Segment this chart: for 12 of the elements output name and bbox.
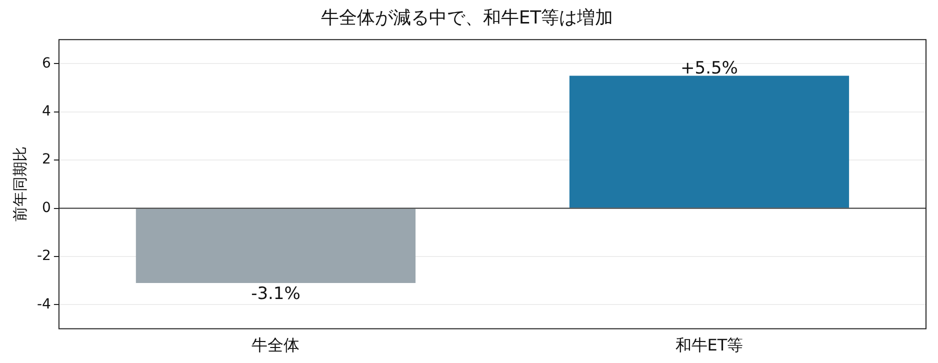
y-tick-label: 2 <box>42 152 51 168</box>
y-tick-label: -2 <box>36 248 51 264</box>
y-tick-label: -4 <box>36 296 52 312</box>
data-label: +5.5% <box>680 58 738 79</box>
y-tick-label: 0 <box>42 200 51 216</box>
y-tick-label: 4 <box>42 104 52 120</box>
chart-title: 牛全体が減る中で、和牛ET等は増加 <box>320 7 614 28</box>
y-axis-title: 前年同期比 <box>10 146 29 222</box>
x-tick-label: 和牛ET等 <box>675 336 744 355</box>
data-label: -3.1% <box>251 284 300 304</box>
x-tick-label: 牛全体 <box>252 336 300 355</box>
y-tick-label: 6 <box>42 55 52 72</box>
